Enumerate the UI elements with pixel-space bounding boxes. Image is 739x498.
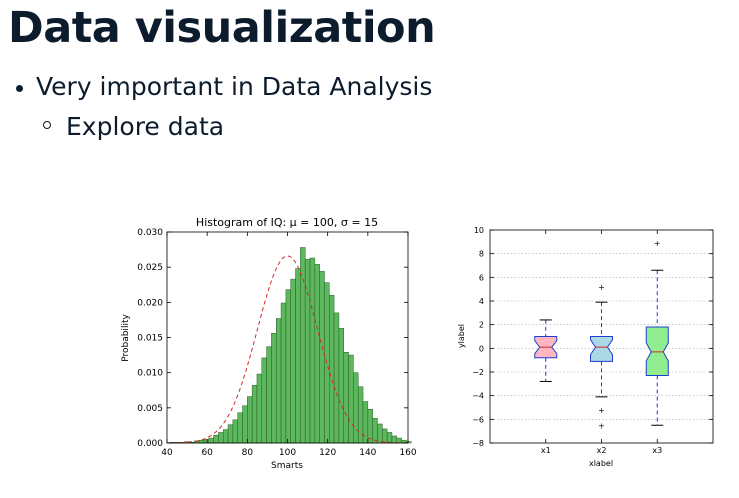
chart-title: Histogram of IQ: μ = 100, σ = 15 [196, 216, 378, 229]
histogram-bar [290, 278, 296, 444]
y-tick-label: −8 [472, 439, 484, 448]
bullet-level-1: Very important in Data Analysis [36, 72, 433, 101]
histogram-bar [372, 418, 378, 444]
y-tick-label: 0.000 [137, 439, 163, 449]
box-body [590, 336, 613, 362]
x-tick-label: x1 [541, 446, 551, 455]
histogram-bar [295, 268, 301, 444]
histogram-bar [198, 439, 205, 444]
y-tick-label: −6 [472, 415, 484, 424]
histogram-bars [169, 247, 412, 444]
boxplot-chart: + + + + x1 x2 x3 −8 −6 −4 −2 0 2 4 6 8 10 xlabel ylabe… [457, 226, 714, 468]
y-tick-label: 0.030 [137, 228, 163, 238]
histogram-bar [300, 247, 306, 444]
x-tick-label: x2 [597, 446, 607, 455]
histogram-bar [242, 405, 248, 444]
histogram-bar [237, 412, 243, 444]
y-tick-label: 0 [479, 344, 484, 353]
x-ticks: x1 x2 x3 [541, 230, 662, 455]
y-axis-label: Probability [121, 314, 131, 362]
flier-point: + [598, 406, 605, 415]
x-tick-label: 160 [399, 448, 416, 458]
histogram-bar [314, 264, 320, 444]
slide-title: Data visualization [8, 3, 436, 53]
histogram-bar [271, 333, 277, 444]
flier-point: + [654, 239, 661, 248]
histogram-bar [218, 432, 224, 444]
histogram-bar [377, 423, 383, 444]
histogram-bar [353, 372, 359, 444]
box-x3: + [645, 239, 669, 426]
x-axis-label: Smarts [271, 461, 303, 471]
y-tick-label: −2 [472, 368, 484, 377]
histogram-bar [406, 441, 412, 444]
histogram-bar [333, 312, 340, 444]
histogram-bar [266, 346, 272, 444]
histogram-chart: 40 60 80 100 120 140 160 0.0000.0050.0100.0150… [121, 216, 417, 471]
x-tick-label: 140 [359, 448, 376, 458]
y-tick-label: 0.015 [137, 334, 163, 344]
histogram-bar [362, 401, 369, 444]
histogram-bar [222, 429, 229, 444]
box-x1 [534, 319, 558, 382]
histogram-bar [261, 357, 267, 444]
y-tick-label: 10 [474, 226, 484, 235]
bullet-circle-icon [43, 121, 51, 129]
x-axis-label: xlabel [589, 459, 613, 468]
histogram-bar [280, 302, 287, 444]
normal-fit-curve [166, 255, 409, 444]
histogram-bar [285, 289, 291, 444]
y-tick-label: 2 [479, 321, 484, 330]
x-tick-label: 100 [279, 448, 296, 458]
flier-point: + [598, 283, 605, 292]
x-tick-label: 80 [242, 448, 254, 458]
flier-point: + [598, 421, 605, 430]
histogram-bar [338, 328, 344, 444]
y-tick-label: 6 [479, 273, 484, 282]
box-x2: + + + [590, 283, 613, 430]
y-ticks: −8 −6 −4 −2 0 2 4 6 8 10 [472, 226, 713, 448]
bullet-level-2: Explore data [66, 112, 225, 141]
x-ticks: 40 60 80 100 120 140 160 [161, 232, 417, 458]
x-tick-label: 120 [319, 448, 336, 458]
bullet-dot-icon [16, 85, 23, 92]
histogram-bar [391, 435, 398, 444]
histogram-bar [309, 257, 316, 444]
y-tick-label: 8 [479, 250, 484, 259]
histogram-bar [247, 396, 253, 444]
boxes: + + + + [534, 239, 669, 430]
x-tick-label: 60 [201, 448, 213, 458]
y-tick-label: 4 [479, 297, 484, 306]
histogram-bar [232, 419, 238, 444]
y-tick-label: 0.025 [137, 263, 163, 273]
x-tick-label: x3 [652, 446, 662, 455]
histogram-bar [386, 432, 393, 444]
histogram-bar [382, 428, 388, 444]
histogram-bar [348, 354, 354, 444]
histogram-bar [343, 352, 349, 444]
histogram-bar [203, 439, 210, 444]
histogram-bar [276, 318, 282, 444]
histogram-bar [251, 385, 258, 444]
box-body [645, 326, 669, 377]
y-tick-label: 0.005 [137, 404, 163, 414]
histogram-bar [329, 295, 335, 444]
histogram-bar [208, 437, 214, 444]
y-axis-label: ylabel [457, 324, 466, 348]
y-tick-label: −4 [472, 392, 484, 401]
histogram-bar [213, 435, 219, 444]
histogram-bar [227, 424, 234, 444]
x-tick-label: 40 [161, 448, 173, 458]
histogram-bar [256, 373, 263, 444]
y-tick-label: 0.010 [137, 369, 163, 379]
y-tick-label: 0.020 [137, 298, 163, 308]
y-ticks: 0.000 0.005 0.010 0.015 0.020 0.025 0.030 [137, 228, 408, 449]
histogram-bar [319, 271, 325, 444]
